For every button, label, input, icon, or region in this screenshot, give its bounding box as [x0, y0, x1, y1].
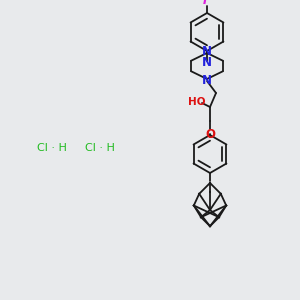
Text: N: N — [202, 56, 212, 70]
Text: N: N — [202, 74, 212, 87]
Text: Cl · H: Cl · H — [37, 143, 67, 153]
Text: HO: HO — [188, 97, 206, 107]
Text: N: N — [202, 45, 212, 58]
Text: F: F — [203, 0, 211, 7]
Text: O: O — [205, 128, 215, 140]
Text: Cl · H: Cl · H — [85, 143, 115, 153]
